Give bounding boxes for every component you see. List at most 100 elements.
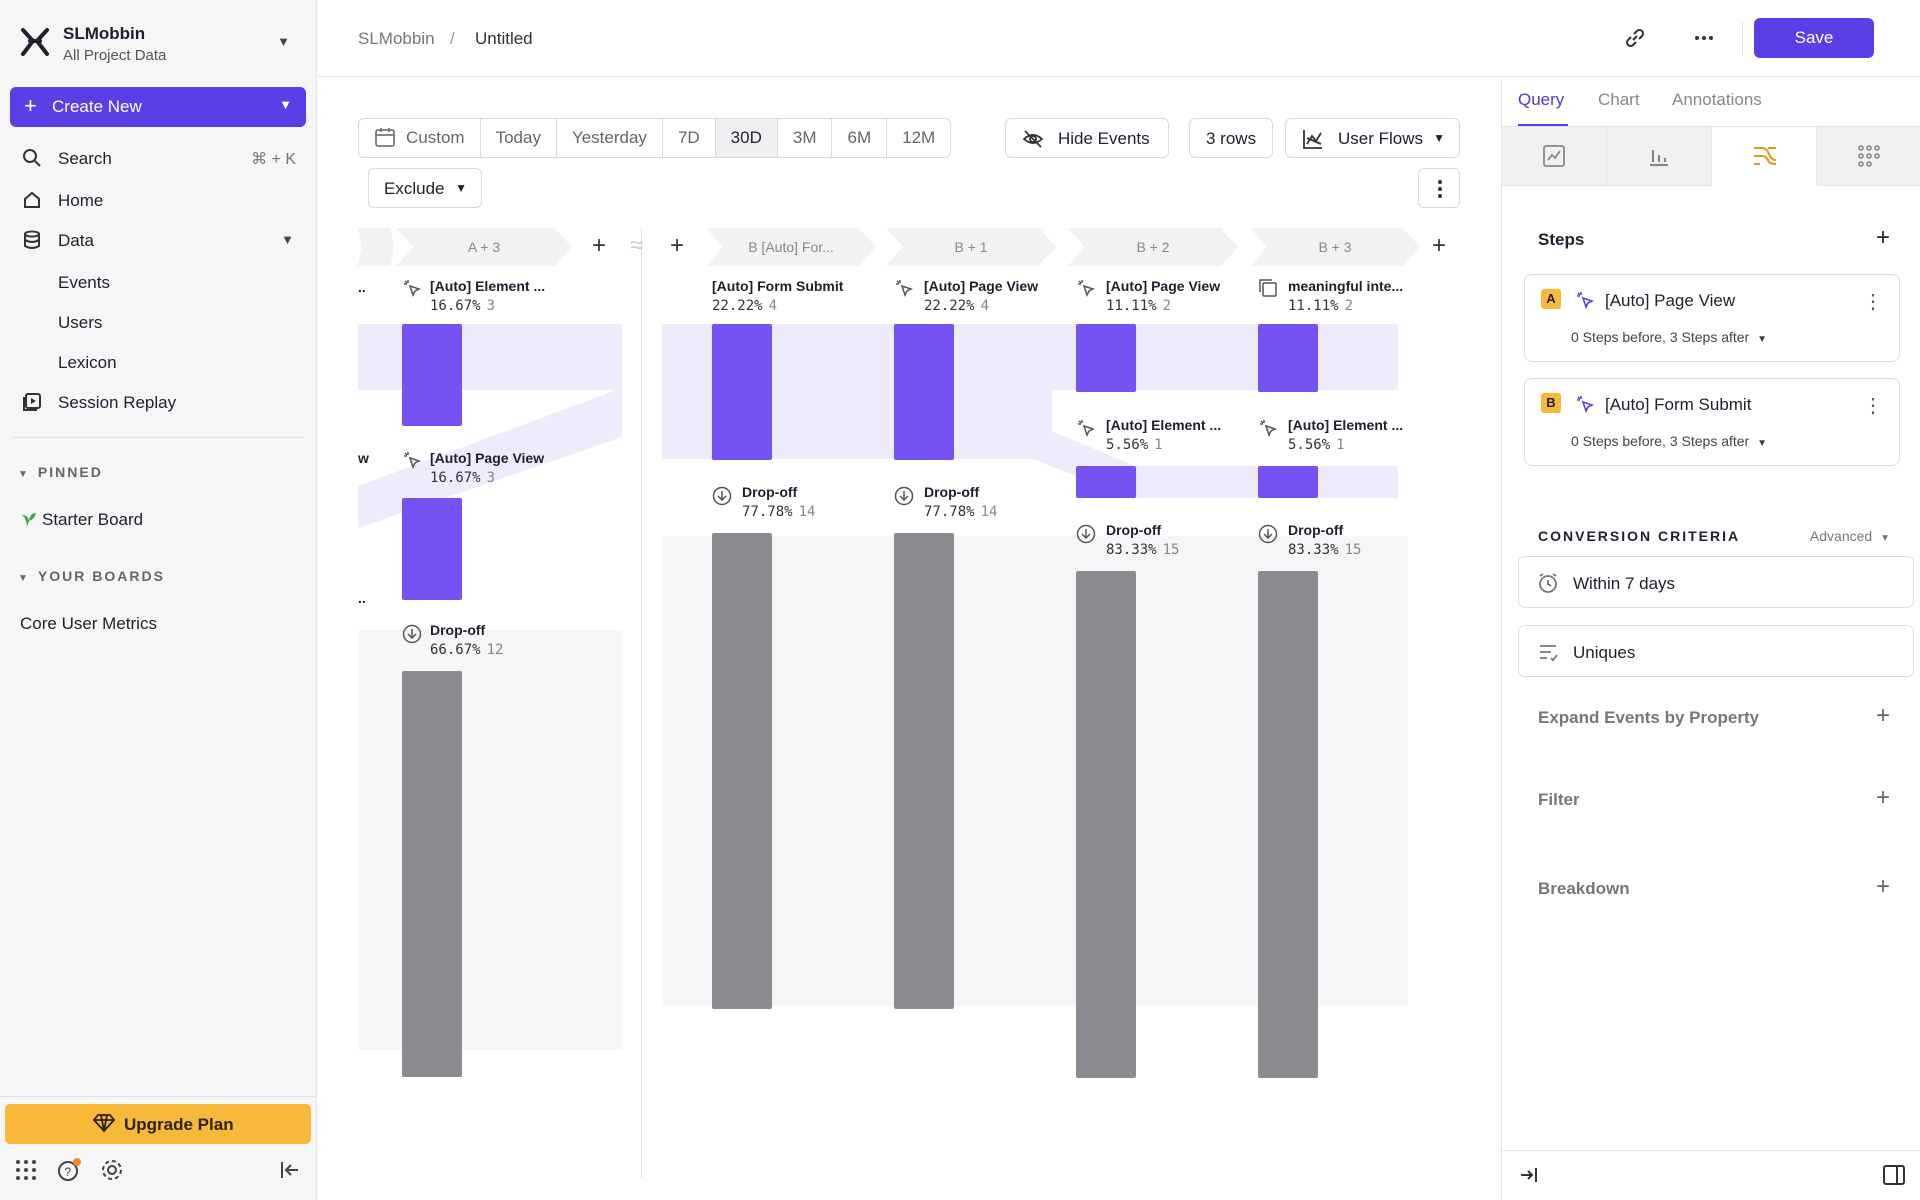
exclude-dropdown[interactable]: Exclude ▼ xyxy=(368,168,482,208)
panel-layout-icon[interactable] xyxy=(1882,1164,1906,1186)
filter-label[interactable]: Filter xyxy=(1538,790,1580,809)
step-event-name[interactable]: [Auto] Form Submit xyxy=(1605,395,1752,414)
breadcrumb-root[interactable]: SLMobbin xyxy=(358,29,435,48)
node-label[interactable]: Drop-off xyxy=(742,484,798,500)
link-icon[interactable] xyxy=(1621,24,1649,52)
node-label[interactable]: [Auto] Page View xyxy=(430,450,545,466)
more-options-button[interactable] xyxy=(1418,168,1460,208)
step-event-name[interactable]: [Auto] Page View xyxy=(1605,291,1736,310)
range-yesterday[interactable]: Yesterday xyxy=(557,119,663,157)
create-new-button[interactable]: + Create New ▼ xyxy=(10,87,306,127)
node-label[interactable]: [Auto] Element ... xyxy=(1106,417,1222,433)
report-type-funnels[interactable] xyxy=(1607,127,1712,185)
column-header[interactable]: A + 3 xyxy=(396,228,572,266)
collapse-sidebar-icon[interactable] xyxy=(278,1158,302,1182)
node-label[interactable]: Drop-off xyxy=(1288,522,1344,538)
advanced-dropdown[interactable]: Advanced ▼ xyxy=(1810,528,1890,544)
more-horizontal-icon[interactable] xyxy=(1690,24,1718,52)
node-label[interactable]: [Auto] Form Submit xyxy=(712,278,844,294)
range-30d[interactable]: 30D xyxy=(715,119,778,157)
chart-type-dropdown[interactable]: User Flows ▼ xyxy=(1285,118,1460,158)
sidebar-item-search[interactable]: Search ⌘ + K xyxy=(10,140,306,176)
dropoff-bar[interactable] xyxy=(402,671,462,1077)
node-label[interactable]: [Auto] Element ... xyxy=(1288,417,1404,433)
report-type-retention[interactable] xyxy=(1817,127,1920,185)
rows-button[interactable]: 3 rows xyxy=(1189,118,1273,158)
more-vertical-icon[interactable]: ⋮ xyxy=(1863,395,1883,417)
dropoff-bar[interactable] xyxy=(1258,571,1318,1078)
flow-node-bar[interactable] xyxy=(712,324,772,460)
flow-node-bar[interactable] xyxy=(1258,466,1318,498)
sidebar-item-lexicon[interactable]: Lexicon xyxy=(58,353,117,372)
conversion-window-field[interactable]: Within 7 days xyxy=(1518,556,1914,608)
sidebar-item-starter-board[interactable]: Starter Board xyxy=(10,501,306,537)
node-label[interactable]: [Auto] Element ... xyxy=(430,278,546,294)
node-label[interactable]: Drop-off xyxy=(1106,522,1162,538)
tab-query[interactable]: Query xyxy=(1518,90,1565,109)
node-label[interactable]: Drop-off xyxy=(430,622,486,638)
step-detail-dropdown[interactable]: 0 Steps before, 3 Steps after ▼ xyxy=(1571,329,1767,345)
dropoff-bar[interactable] xyxy=(894,533,954,1009)
sidebar-item-session-replay[interactable]: Session Replay xyxy=(10,384,306,420)
flow-node-bar[interactable] xyxy=(402,498,462,600)
breakdown-label[interactable]: Breakdown xyxy=(1538,879,1630,898)
sidebar-item-core-user-metrics[interactable]: Core User Metrics xyxy=(20,614,157,633)
help-icon[interactable]: ? xyxy=(57,1158,81,1182)
sidebar-item-home[interactable]: Home xyxy=(10,182,306,218)
add-step-icon[interactable]: + xyxy=(670,232,685,259)
range-custom[interactable]: Custom xyxy=(359,119,481,157)
sidebar-item-events[interactable]: Events xyxy=(58,273,110,292)
tab-chart[interactable]: Chart xyxy=(1598,90,1640,109)
more-vertical-icon[interactable]: ⋮ xyxy=(1863,291,1883,313)
range-3m[interactable]: 3M xyxy=(778,119,833,157)
column-header[interactable]: B + 2 xyxy=(1068,228,1238,266)
workspace-switcher[interactable]: SLMobbin All Project Data ▼ xyxy=(18,22,298,68)
workspace-name: SLMobbin xyxy=(63,24,146,43)
collapse-panel-icon[interactable] xyxy=(1518,1164,1540,1186)
add-expand-property-button[interactable]: + xyxy=(1875,702,1890,729)
flow-node-bar[interactable] xyxy=(1076,324,1136,392)
flow-node-bar[interactable] xyxy=(1258,324,1318,392)
range-today[interactable]: Today xyxy=(481,119,557,157)
save-button[interactable]: Save xyxy=(1754,18,1874,58)
dropoff-bar[interactable] xyxy=(712,533,772,1009)
hide-events-button[interactable]: Hide Events xyxy=(1005,118,1169,158)
node-label[interactable]: meaningful inte... xyxy=(1288,278,1404,294)
node-label[interactable]: [Auto] Page View xyxy=(1106,278,1221,294)
sidebar-item-users[interactable]: Users xyxy=(58,313,103,332)
flow-node-bar[interactable] xyxy=(894,324,954,460)
step-detail-dropdown[interactable]: 0 Steps before, 3 Steps after ▼ xyxy=(1571,433,1767,449)
pinned-section-header[interactable]: ▼ PINNED xyxy=(18,464,103,480)
range-6m[interactable]: 6M xyxy=(832,119,888,157)
counting-method-field[interactable]: Uniques xyxy=(1518,625,1914,677)
add-filter-button[interactable]: + xyxy=(1875,784,1890,811)
column-header[interactable]: B + 1 xyxy=(886,228,1056,266)
add-step-icon[interactable]: + xyxy=(592,232,607,259)
expand-events-label[interactable]: Expand Events by Property xyxy=(1538,708,1760,727)
sidebar-item-data[interactable]: Data ▼ xyxy=(10,222,306,258)
add-step-button[interactable]: + xyxy=(1875,224,1890,251)
step-card-b[interactable]: B [Auto] Form Submit ⋮ 0 Steps before, 3… xyxy=(1524,378,1900,466)
apps-grid-icon[interactable] xyxy=(14,1158,38,1182)
dropoff-bar[interactable] xyxy=(1076,571,1136,1078)
range-12m[interactable]: 12M xyxy=(902,128,936,147)
report-type-flows[interactable] xyxy=(1712,127,1817,185)
tab-annotations[interactable]: Annotations xyxy=(1672,90,1762,109)
report-type-insights[interactable] xyxy=(1502,127,1607,185)
column-header[interactable]: B + 3 xyxy=(1250,228,1420,266)
pct-value: 5.56% xyxy=(1288,437,1331,453)
add-step-icon[interactable]: + xyxy=(1432,232,1447,259)
range-7d[interactable]: 7D xyxy=(663,119,716,157)
column-header[interactable]: B [Auto] For... xyxy=(706,228,876,266)
flow-node-bar[interactable] xyxy=(1076,466,1136,498)
add-breakdown-button[interactable]: + xyxy=(1875,873,1890,900)
step-card-a[interactable]: A [Auto] Page View ⋮ 0 Steps before, 3 S… xyxy=(1524,274,1900,362)
node-label[interactable]: Drop-off xyxy=(924,484,980,500)
node-label[interactable]: [Auto] Page View xyxy=(924,278,1039,294)
upgrade-plan-button[interactable]: Upgrade Plan xyxy=(5,1104,311,1144)
your-boards-section-header[interactable]: ▼ YOUR BOARDS xyxy=(18,568,165,584)
flow-node-bar[interactable] xyxy=(402,324,462,426)
chevron-down-icon[interactable]: ▼ xyxy=(279,97,292,112)
breadcrumb-current[interactable]: Untitled xyxy=(475,29,533,48)
settings-gear-icon[interactable] xyxy=(100,1158,124,1182)
